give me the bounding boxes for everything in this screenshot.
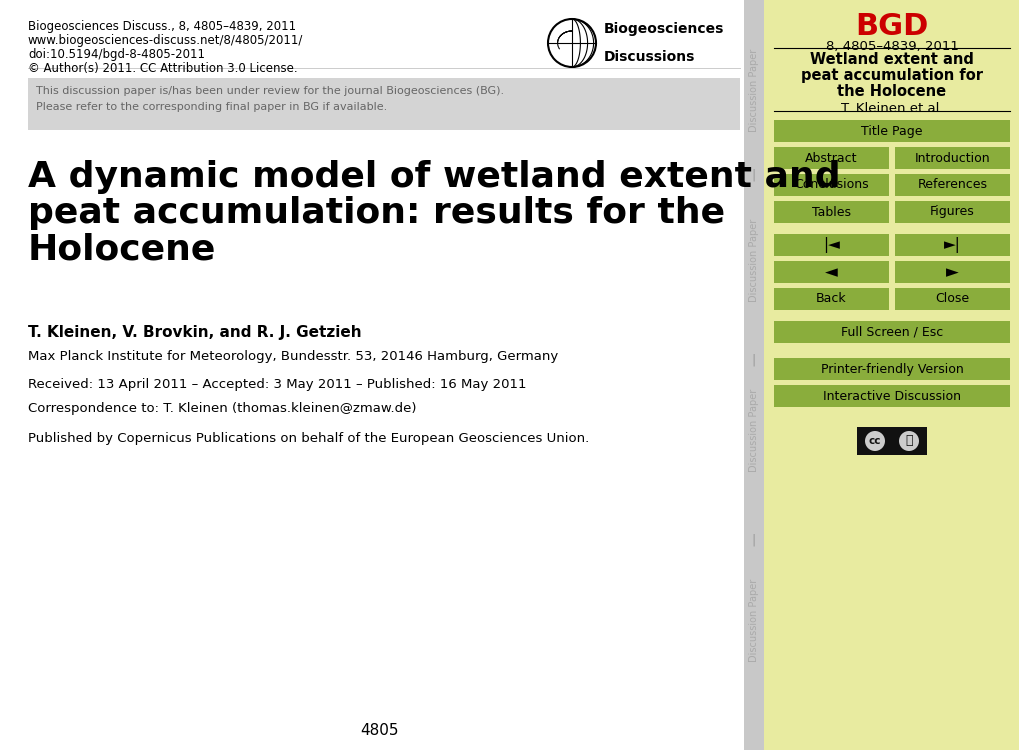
Text: Discussion Paper: Discussion Paper <box>748 388 758 472</box>
Text: © Author(s) 2011. CC Attribution 3.0 License.: © Author(s) 2011. CC Attribution 3.0 Lic… <box>28 62 298 75</box>
Circle shape <box>864 431 884 451</box>
Text: Discussions: Discussions <box>603 50 695 64</box>
Text: References: References <box>917 178 986 191</box>
Text: T. Kleinen, V. Brovkin, and R. J. Getzieh: T. Kleinen, V. Brovkin, and R. J. Getzie… <box>28 325 362 340</box>
Text: Published by Copernicus Publications on behalf of the European Geosciences Union: Published by Copernicus Publications on … <box>28 432 589 445</box>
Text: ►: ► <box>946 263 958 281</box>
Text: Back: Back <box>815 292 846 305</box>
Text: cc: cc <box>868 436 880 446</box>
Text: Max Planck Institute for Meteorology, Bundesstr. 53, 20146 Hamburg, Germany: Max Planck Institute for Meteorology, Bu… <box>28 350 557 363</box>
Bar <box>773 261 889 283</box>
Text: Abstract: Abstract <box>804 152 857 164</box>
Text: the Holocene: the Holocene <box>837 84 946 99</box>
Text: Close: Close <box>934 292 969 305</box>
Bar <box>856 427 926 455</box>
Text: Please refer to the corresponding final paper in BG if available.: Please refer to the corresponding final … <box>36 102 387 112</box>
Bar <box>894 288 1009 310</box>
Text: 8, 4805–4839, 2011: 8, 4805–4839, 2011 <box>824 40 958 53</box>
Bar <box>894 147 1009 169</box>
Text: Holocene: Holocene <box>28 232 216 266</box>
Circle shape <box>898 431 918 451</box>
Bar <box>773 321 1009 343</box>
Text: Discussion Paper: Discussion Paper <box>748 48 758 132</box>
Text: Figures: Figures <box>929 206 974 218</box>
Text: doi:10.5194/bgd-8-4805-2011: doi:10.5194/bgd-8-4805-2011 <box>28 48 205 61</box>
Text: ◄: ◄ <box>824 263 837 281</box>
Text: Conclusions: Conclusions <box>794 178 868 191</box>
Bar <box>894 234 1009 256</box>
Text: Discussion Paper: Discussion Paper <box>748 578 758 662</box>
Text: This discussion paper is/has been under review for the journal Biogeosciences (B: This discussion paper is/has been under … <box>36 86 503 96</box>
Bar <box>773 385 1009 407</box>
Text: Title Page: Title Page <box>860 124 922 137</box>
Text: A dynamic model of wetland extent and: A dynamic model of wetland extent and <box>28 160 840 194</box>
Text: Introduction: Introduction <box>914 152 989 164</box>
Text: Biogeosciences: Biogeosciences <box>603 22 723 36</box>
Text: T. Kleinen et al.: T. Kleinen et al. <box>840 102 943 115</box>
Text: Printer-friendly Version: Printer-friendly Version <box>820 362 962 376</box>
Text: 4805: 4805 <box>361 723 398 738</box>
Bar <box>773 288 889 310</box>
Text: |: | <box>751 169 755 182</box>
Bar <box>894 261 1009 283</box>
Bar <box>763 0 1019 750</box>
Text: ►|: ►| <box>944 237 960 253</box>
Text: Received: 13 April 2011 – Accepted: 3 May 2011 – Published: 16 May 2011: Received: 13 April 2011 – Accepted: 3 Ma… <box>28 378 526 391</box>
Bar <box>773 234 889 256</box>
Text: |: | <box>751 533 755 547</box>
Text: Tables: Tables <box>811 206 850 218</box>
Bar <box>743 0 763 750</box>
Text: BGD: BGD <box>855 12 927 41</box>
Text: peat accumulation for: peat accumulation for <box>800 68 982 83</box>
Bar <box>773 201 889 223</box>
Text: Discussion Paper: Discussion Paper <box>748 218 758 302</box>
Bar <box>894 174 1009 196</box>
Bar <box>28 78 739 130</box>
Text: Interactive Discussion: Interactive Discussion <box>822 389 960 403</box>
Bar <box>773 358 1009 380</box>
Bar <box>773 147 889 169</box>
Text: Biogeosciences Discuss., 8, 4805–4839, 2011: Biogeosciences Discuss., 8, 4805–4839, 2… <box>28 20 296 33</box>
Text: Correspondence to: T. Kleinen (thomas.kleinen@zmaw.de): Correspondence to: T. Kleinen (thomas.kl… <box>28 402 416 415</box>
Bar <box>773 120 1009 142</box>
Text: |: | <box>751 353 755 367</box>
Bar <box>773 174 889 196</box>
Text: |◄: |◄ <box>822 237 839 253</box>
Text: www.biogeosciences-discuss.net/8/4805/2011/: www.biogeosciences-discuss.net/8/4805/20… <box>28 34 303 47</box>
Text: Full Screen / Esc: Full Screen / Esc <box>840 326 943 338</box>
Text: peat accumulation: results for the: peat accumulation: results for the <box>28 196 725 230</box>
Text: Wetland extent and: Wetland extent and <box>809 52 973 67</box>
Bar <box>894 201 1009 223</box>
Text: ⓘ: ⓘ <box>905 434 912 448</box>
